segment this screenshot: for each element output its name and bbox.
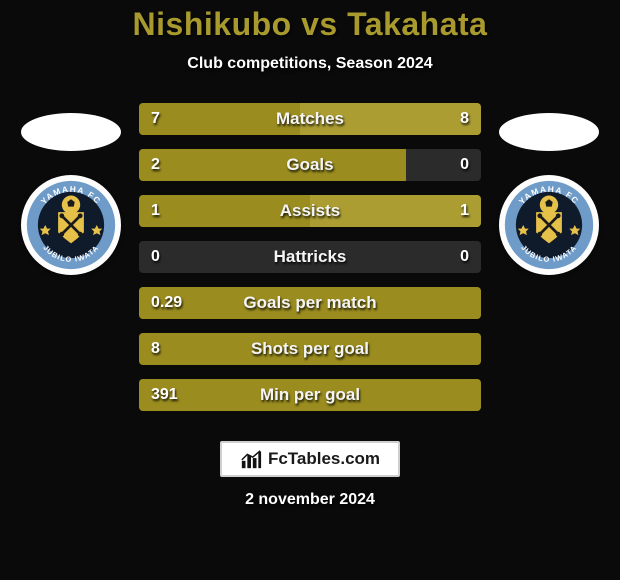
comparison-card: Nishikubo vs Takahata Club competitions,… xyxy=(0,0,620,509)
stat-row: Min per goal391 xyxy=(139,379,481,411)
stat-label: Matches xyxy=(139,103,481,135)
page-title: Nishikubo vs Takahata xyxy=(0,6,620,43)
flag-left xyxy=(21,113,121,151)
club-badge-left: YAMAHA FC JUBILO IWATA xyxy=(21,175,121,275)
stat-value-left: 2 xyxy=(151,149,160,181)
flag-right xyxy=(499,113,599,151)
stat-value-right: 1 xyxy=(460,195,469,227)
stat-value-right: 0 xyxy=(460,149,469,181)
stat-bars: Matches78Goals20Assists11Hattricks00Goal… xyxy=(139,103,481,425)
stat-value-left: 7 xyxy=(151,103,160,135)
stat-row: Shots per goal8 xyxy=(139,333,481,365)
stat-row: Goals2 0 xyxy=(139,149,481,181)
stat-row: Hattricks0 0 xyxy=(139,241,481,273)
snapshot-date: 2 november 2024 xyxy=(0,491,620,509)
stat-row: Matches7 8 xyxy=(139,103,481,135)
stat-label: Min per goal xyxy=(139,379,481,411)
stat-value-left: 1 xyxy=(151,195,160,227)
stat-label: Goals xyxy=(139,149,481,181)
stat-value-right: 8 xyxy=(460,103,469,135)
stat-value-left: 8 xyxy=(151,333,160,365)
stat-label: Hattricks xyxy=(139,241,481,273)
stat-label: Assists xyxy=(139,195,481,227)
content-row: YAMAHA FC JUBILO IWATA Matches7 8 Goals2 0 A… xyxy=(0,103,620,425)
stat-value-right: 0 xyxy=(460,241,469,273)
stat-value-left: 0 xyxy=(151,241,160,273)
player-left-column: YAMAHA FC JUBILO IWATA xyxy=(21,103,121,275)
bar-chart-icon xyxy=(240,448,262,470)
site-attribution: FcTables.com xyxy=(220,441,400,477)
site-attribution-label: FcTables.com xyxy=(268,449,380,469)
stat-label: Shots per goal xyxy=(139,333,481,365)
club-badge-right: YAMAHA FC JUBILO IWATA xyxy=(499,175,599,275)
player-right-column: YAMAHA FC JUBILO IWATA xyxy=(499,103,599,275)
stat-row: Goals per match0.29 xyxy=(139,287,481,319)
stat-row: Assists1 1 xyxy=(139,195,481,227)
stat-value-left: 391 xyxy=(151,379,178,411)
subtitle: Club competitions, Season 2024 xyxy=(0,55,620,73)
stat-value-left: 0.29 xyxy=(151,287,182,319)
stat-label: Goals per match xyxy=(139,287,481,319)
